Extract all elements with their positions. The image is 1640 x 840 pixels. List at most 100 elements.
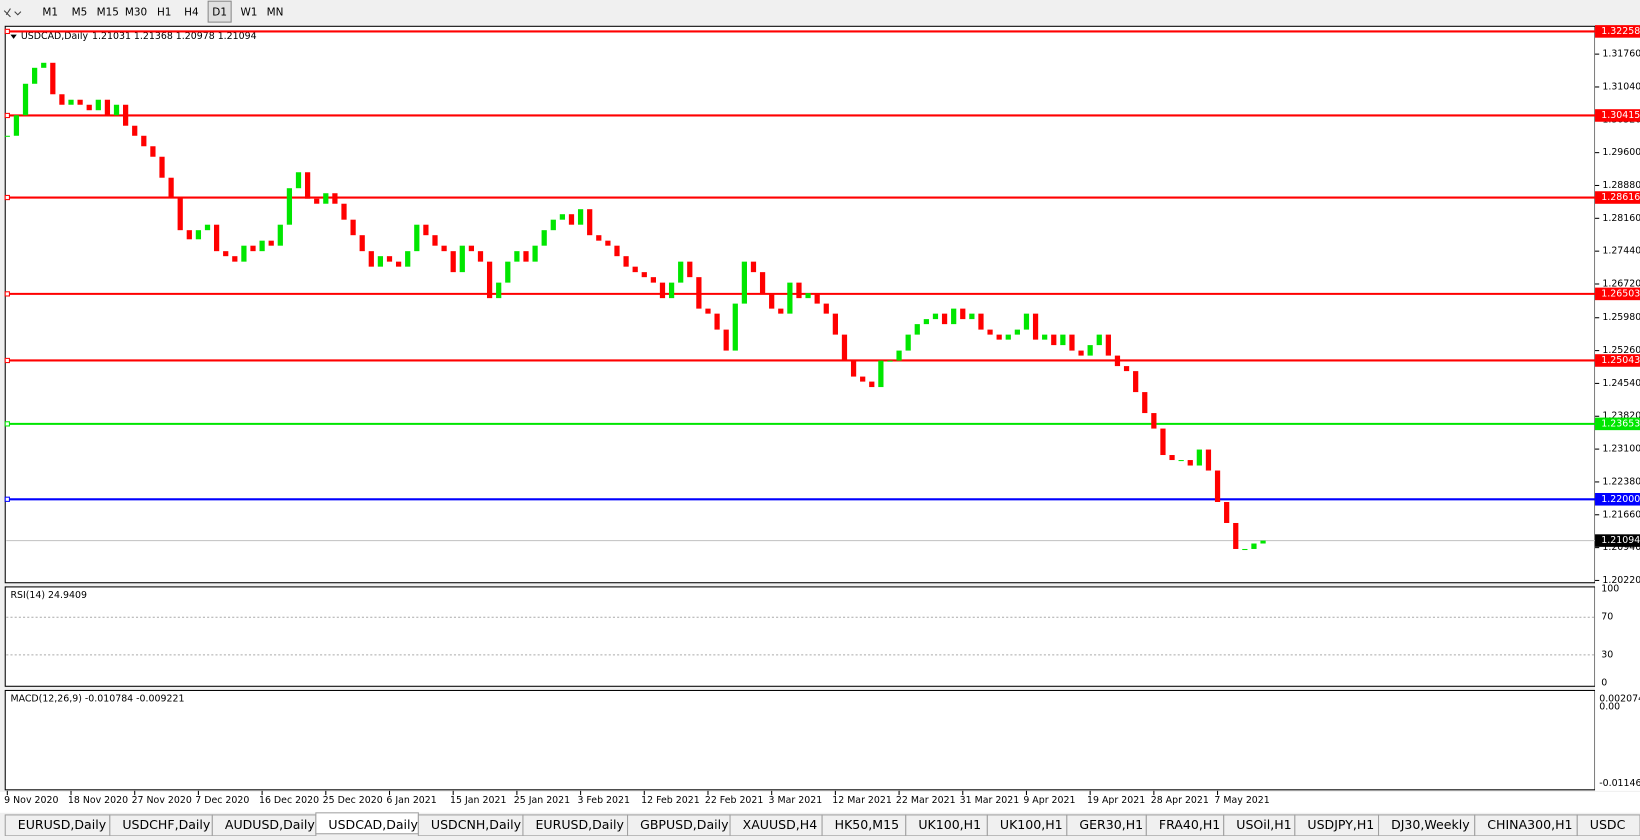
- candle: [741, 261, 747, 304]
- level-label-box: [1595, 492, 1640, 506]
- timeframe-button[interactable]: M15: [97, 7, 119, 19]
- candle: [132, 125, 138, 136]
- candle: [22, 83, 29, 116]
- candle: [732, 303, 738, 351]
- candle: [778, 308, 784, 314]
- tab-label[interactable]: XAUUSD,H4: [743, 817, 818, 832]
- candle: [750, 261, 757, 273]
- tab-label[interactable]: GER30,H1: [1079, 817, 1143, 832]
- tab-label[interactable]: HK50,M15: [835, 817, 899, 832]
- candle: [541, 230, 547, 246]
- level-label-box: [1595, 354, 1640, 367]
- candle: [441, 245, 447, 252]
- x-tick-label: 7 Dec 2020: [195, 795, 249, 806]
- x-tick-label: 12 Feb 2021: [641, 795, 700, 806]
- tab-label[interactable]: UK100,H1: [1000, 817, 1063, 832]
- candle: [787, 282, 793, 314]
- candle: [659, 282, 666, 299]
- timeframe-button[interactable]: H4: [184, 7, 199, 19]
- level-marker: [4, 194, 10, 201]
- candle: [323, 193, 329, 204]
- tab-label[interactable]: UK100,H1: [918, 817, 981, 832]
- toolbar-icon[interactable]: [3, 8, 22, 18]
- rsi-title: RSI(14) 24.9409: [10, 590, 86, 601]
- candle: [32, 67, 38, 84]
- level-marker: [4, 496, 10, 502]
- candle: [960, 308, 966, 320]
- timeframe-button[interactable]: MN: [267, 7, 284, 19]
- candle: [587, 209, 593, 236]
- timeframe-button[interactable]: D1: [212, 7, 227, 19]
- candle: [1187, 460, 1193, 466]
- candle: [286, 188, 293, 225]
- candle: [723, 329, 729, 351]
- candle: [1014, 329, 1020, 335]
- rsi-tick-label: 30: [1601, 649, 1613, 660]
- tab-label[interactable]: USDCNH,Daily: [431, 817, 522, 832]
- level-label: 1.32258: [1601, 26, 1640, 37]
- candle: [332, 193, 338, 204]
- candle: [1005, 334, 1011, 340]
- candle: [923, 319, 929, 325]
- y-tick-label: 1.23820: [1602, 411, 1640, 422]
- candle: [769, 293, 775, 309]
- timeframe-button[interactable]: M30: [125, 7, 147, 19]
- candle: [705, 308, 711, 314]
- timeframe-button[interactable]: W1: [240, 7, 257, 19]
- tab-label[interactable]: USOil,H1: [1236, 817, 1291, 832]
- candle: [1214, 470, 1221, 503]
- candle: [850, 360, 857, 377]
- candle: [823, 303, 829, 314]
- candle: [514, 251, 520, 262]
- x-tick-label: 3 Feb 2021: [577, 795, 630, 806]
- candle: [905, 334, 911, 351]
- timeframe-button[interactable]: H1: [157, 7, 172, 19]
- tab-label[interactable]: CHINA300,H1: [1487, 817, 1572, 832]
- candle: [860, 376, 866, 382]
- timeframe-button[interactable]: M5: [72, 7, 88, 19]
- y-tick-label: 1.31760: [1602, 49, 1640, 60]
- tab-label[interactable]: USDJPY,H1: [1307, 817, 1374, 832]
- level-marker: [4, 291, 10, 297]
- candle: [277, 224, 283, 246]
- tab-label[interactable]: GBPUSD,Daily: [640, 817, 729, 832]
- candle: [241, 245, 247, 262]
- candle: [696, 277, 702, 309]
- y-tick-label: 1.23100: [1602, 444, 1640, 455]
- candle: [341, 203, 347, 220]
- dropdown-arrow[interactable]: [10, 34, 17, 39]
- tab-label[interactable]: USDCAD,Daily: [328, 817, 418, 832]
- candle: [1114, 355, 1121, 367]
- candle: [1178, 460, 1184, 462]
- candle: [213, 224, 220, 252]
- tab-label[interactable]: DJ30,Weekly: [1391, 817, 1470, 832]
- candle: [41, 62, 47, 68]
- y-tick-label: 1.29600: [1602, 147, 1640, 158]
- tab-label[interactable]: AUDUSD,Daily: [225, 817, 316, 832]
- candle: [759, 272, 766, 294]
- tab-label[interactable]: USDC: [1590, 817, 1626, 832]
- candle: [932, 313, 939, 320]
- tab-label[interactable]: FRA40,H1: [1159, 817, 1220, 832]
- candle: [186, 230, 192, 240]
- candle: [577, 209, 584, 225]
- candle: [13, 115, 20, 136]
- current-price-label: 1.21094: [1601, 535, 1640, 546]
- tab-label[interactable]: USDCHF,Daily: [122, 817, 211, 832]
- tab-label[interactable]: EURUSD,Daily: [536, 817, 625, 832]
- candle: [268, 240, 274, 246]
- y-tick-label: 1.26720: [1602, 278, 1640, 289]
- candle: [223, 251, 229, 257]
- x-tick-label: 9 Apr 2021: [1023, 795, 1075, 806]
- y-tick-label: 1.24540: [1602, 378, 1640, 389]
- price-axis: [1595, 26, 1640, 791]
- candle: [1260, 540, 1266, 544]
- candle: [941, 313, 948, 325]
- timeframe-button[interactable]: M1: [42, 7, 58, 19]
- tab-label[interactable]: EURUSD,Daily: [18, 817, 107, 832]
- candle: [1078, 350, 1084, 356]
- macd-title: MACD(12,26,9) -0.010784 -0.009221: [10, 693, 184, 704]
- candle: [632, 266, 638, 273]
- candle: [77, 99, 83, 105]
- level-marker: [4, 357, 10, 364]
